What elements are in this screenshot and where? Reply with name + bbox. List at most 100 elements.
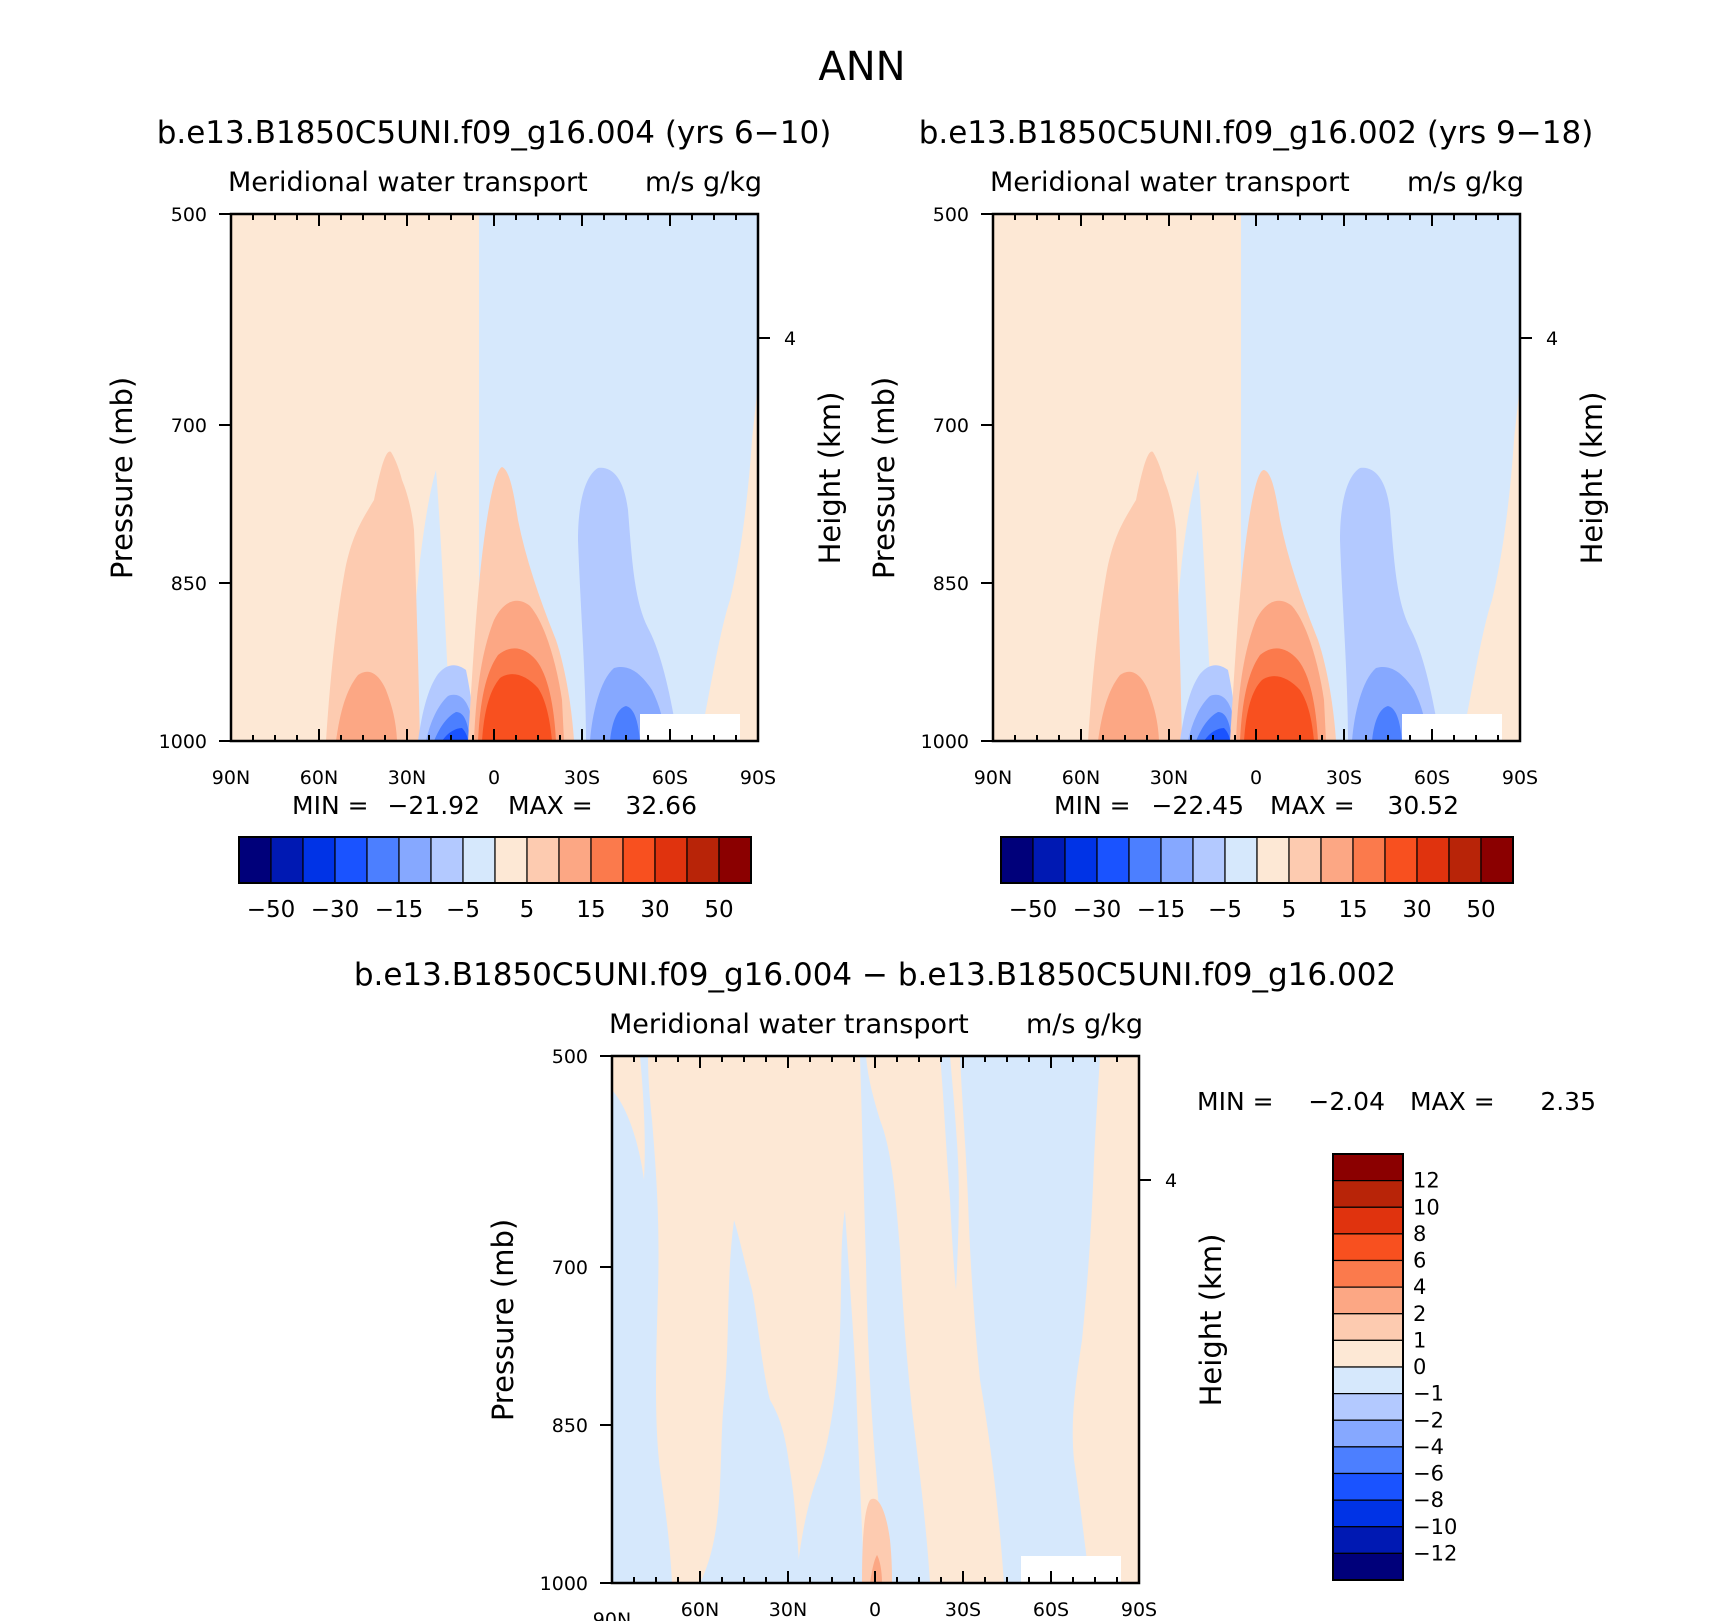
colorbar-swatch	[1288, 836, 1322, 884]
x-tick-label: 90N	[593, 1609, 631, 1621]
colorbar-swatch	[1320, 836, 1354, 884]
band-sh-negative-3	[610, 706, 640, 741]
y-axis-label: Pressure (mb)	[486, 1219, 520, 1421]
band-equator-positive-4	[482, 674, 552, 741]
missing-data-mask	[1402, 714, 1502, 741]
colorbar-swatch	[430, 836, 464, 884]
band-equator-positive-2	[870, 1555, 882, 1583]
band-sh-negative	[1340, 467, 1440, 741]
colorbar-swatch	[1332, 1206, 1404, 1235]
colorbar-swatch	[494, 836, 528, 884]
max-label: MAX =	[508, 791, 593, 820]
y-tick-label: 700	[552, 1257, 588, 1279]
colorbar-swatch	[1332, 1419, 1404, 1448]
max-value: 32.66	[625, 791, 697, 820]
missing-data-mask	[640, 714, 740, 741]
colorbar-swatch	[398, 836, 432, 884]
y-tick-label: 700	[933, 415, 969, 437]
x-tick-label: 30N	[769, 1599, 807, 1621]
band-nh-midlat-positive	[326, 451, 420, 741]
band-nh-inner-negative	[796, 1210, 864, 1583]
band-sh-negative	[578, 467, 678, 741]
colorbar-label: −50	[1009, 897, 1058, 923]
y-right-tick-label: 4	[1165, 1170, 1177, 1192]
colorbar-swatch	[1416, 836, 1450, 884]
band-sh-polar-positive	[1462, 372, 1520, 741]
x-tick-label: 30N	[388, 767, 426, 789]
colorbar-label: 4	[1413, 1275, 1426, 1299]
x-tick-label: 30S	[1326, 767, 1362, 789]
colorbar-swatch	[1096, 836, 1130, 884]
figure-title: ANN	[818, 44, 905, 90]
colorbar-swatch	[1332, 1286, 1404, 1315]
contour-field	[993, 214, 1520, 741]
x-tick-label: 30N	[1150, 767, 1188, 789]
min-value: −2.04	[1308, 1087, 1385, 1116]
x-tick-label: 30S	[945, 1599, 981, 1621]
band-nh-positive	[648, 1056, 884, 1583]
max-value: 30.52	[1387, 791, 1459, 820]
colorbar-swatch	[1332, 1233, 1404, 1262]
units-label: m/s g/kg	[645, 167, 762, 198]
colorbar-label: 50	[1466, 897, 1495, 923]
colorbar-frame	[1000, 836, 1514, 884]
missing-data-mask	[1021, 1556, 1121, 1583]
colorbar-label: 5	[1282, 897, 1297, 923]
contour-field	[231, 214, 758, 741]
colorbar-swatch	[1384, 836, 1418, 884]
colorbar-label: 30	[1402, 897, 1431, 923]
colorbar-label: −30	[311, 897, 360, 923]
y-tick-label: 1000	[540, 1573, 588, 1595]
panel-title: b.e13.B1850C5UNI.f09_g16.002 (yrs 9−18)	[919, 115, 1594, 151]
colorbar-label: 1	[1413, 1328, 1426, 1352]
field-label: Meridional water transport	[228, 167, 588, 198]
min-value: −21.92	[387, 791, 480, 820]
colorbar-swatch	[1032, 836, 1066, 884]
y-axis-label: Pressure (mb)	[105, 377, 139, 579]
colorbar-label: −30	[1073, 897, 1122, 923]
x-tick-label: 90N	[212, 767, 250, 789]
y-right-tick-label: 4	[784, 328, 796, 350]
colorbar-swatch	[590, 836, 624, 884]
y-tick-label: 850	[171, 573, 207, 595]
x-tick-labels: 90N 60N 30N 0 30S 60S 90S	[974, 767, 1538, 789]
colorbar-swatch	[366, 836, 400, 884]
colorbar-label: −5	[446, 897, 480, 923]
colorbar-swatch	[1332, 1180, 1404, 1208]
colorbar-label: −1	[1413, 1382, 1444, 1406]
y-right-axis-label: Height (km)	[1575, 392, 1609, 565]
units-label: m/s g/kg	[1026, 1009, 1143, 1040]
colorbar-swatch	[558, 836, 592, 884]
x-tick-labels: 90N 60N 30N 0 30S 60S 90S	[212, 767, 776, 789]
band-sh-negative-3	[1372, 706, 1402, 741]
colorbar-label: −15	[375, 897, 424, 923]
max-value: 2.35	[1540, 1087, 1596, 1116]
min-label: MIN =	[1054, 791, 1131, 820]
band-polar-positive	[1072, 1056, 1139, 1583]
colorbar-label: −2	[1413, 1408, 1444, 1432]
colorbar-swatch	[302, 836, 336, 884]
colorbar-swatch	[1332, 1339, 1404, 1368]
y-right-tick-label: 4	[1546, 328, 1558, 350]
colorbar-swatch	[1332, 1472, 1404, 1501]
colorbar-swatch	[718, 836, 752, 884]
x-tick-label: 30S	[564, 767, 600, 789]
min-max-readout: MIN = −2.04 MAX = 2.35	[1197, 1087, 1596, 1116]
colorbar-swatch	[1192, 836, 1226, 884]
x-tick-label: 0	[488, 767, 500, 789]
y-tick-label: 850	[933, 573, 969, 595]
x-tick-label: 60S	[1033, 1599, 1069, 1621]
y-axis-label: Pressure (mb)	[867, 377, 901, 579]
colorbar-swatch	[1332, 1526, 1404, 1554]
colorbar-swatch	[1224, 836, 1258, 884]
min-value: −22.45	[1151, 791, 1244, 820]
colorbar-label: 15	[576, 897, 605, 923]
band-nh-midlat-positive-2	[1098, 671, 1159, 741]
max-label: MAX =	[1410, 1087, 1495, 1116]
colorbar-frame	[238, 836, 752, 884]
colorbar-frame	[1332, 1153, 1404, 1581]
colorbar-label: 15	[1338, 897, 1367, 923]
x-tick-label: 60N	[300, 767, 338, 789]
